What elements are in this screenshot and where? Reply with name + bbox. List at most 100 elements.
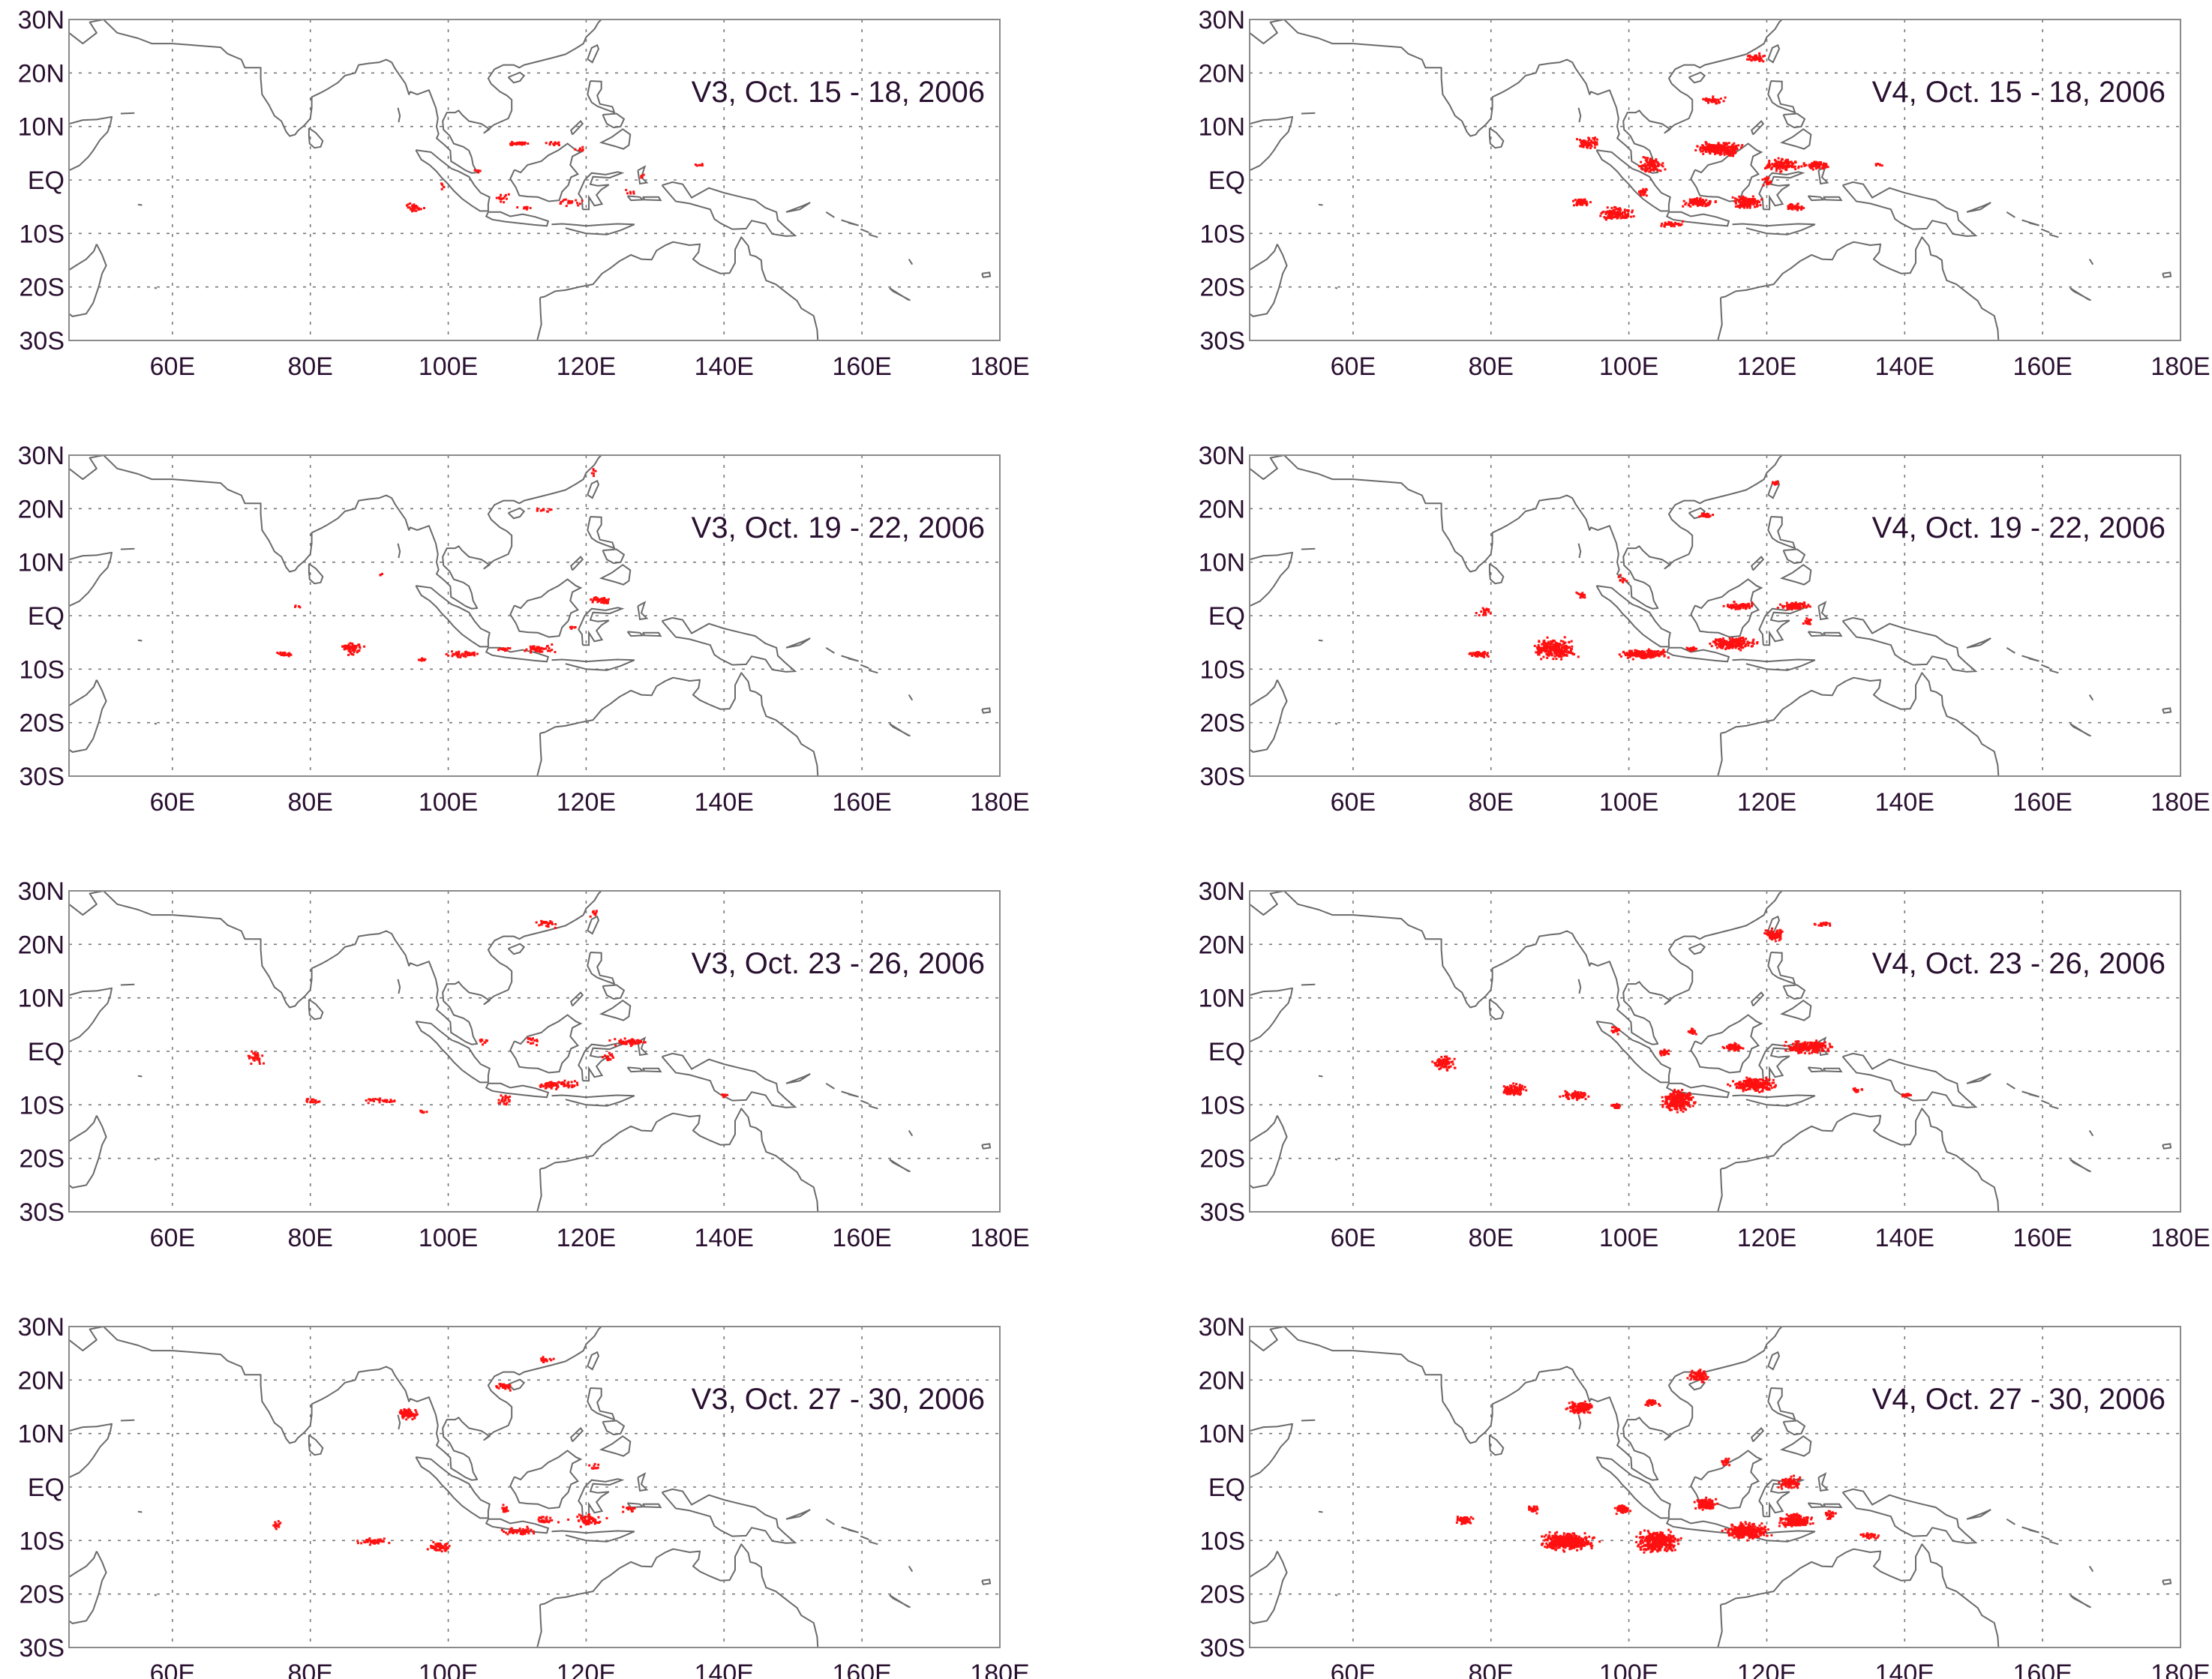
hotspot-point: [1676, 1095, 1679, 1098]
hotspot-point: [1774, 934, 1777, 937]
hotspot-point: [1799, 1043, 1802, 1046]
hotspot-point: [1738, 1081, 1741, 1084]
coastline: [587, 1387, 616, 1421]
hotspot-point: [1481, 607, 1484, 610]
lon-tick-label: 120E: [1737, 352, 1796, 381]
hotspot-point: [1653, 655, 1656, 658]
hotspot-point: [1616, 1030, 1619, 1033]
hotspot-point: [509, 647, 512, 650]
hotspot-point: [1740, 146, 1742, 149]
lat-tick-label: 20S: [20, 1145, 65, 1174]
hotspot-point: [1778, 939, 1781, 942]
hotspot-point: [1808, 605, 1811, 608]
hotspot-point: [506, 1102, 509, 1105]
hotspot-point: [479, 169, 482, 172]
hotspot-point: [1627, 209, 1630, 211]
hotspot-point: [1784, 168, 1787, 171]
hotspot-point: [1702, 202, 1705, 205]
coastline: [415, 585, 491, 648]
hotspot-point: [458, 652, 461, 655]
hotspot-point: [1723, 146, 1726, 149]
coastline: [509, 1014, 583, 1074]
hotspot-point: [1660, 163, 1663, 166]
hotspot-point: [1634, 649, 1637, 652]
hotspot-point: [1764, 1081, 1767, 1084]
hotspot-point: [441, 183, 444, 186]
coastline: [1318, 1075, 1323, 1078]
hotspot-point: [1689, 1030, 1692, 1033]
hotspot-point: [1766, 934, 1769, 937]
hotspot-point: [1555, 651, 1558, 654]
hotspot-point: [1767, 931, 1770, 934]
hotspot-point: [1712, 514, 1715, 516]
coastline: [599, 999, 632, 1021]
hotspot-point: [497, 1099, 500, 1102]
hotspot-point: [1505, 1090, 1508, 1093]
hotspot-point: [560, 1081, 563, 1084]
hotspot-point: [1676, 1101, 1679, 1104]
hotspot-point: [1797, 607, 1799, 610]
hotspot-point: [1608, 209, 1611, 212]
hotspot-point: [1609, 213, 1612, 216]
hotspot-point: [1794, 601, 1797, 604]
hotspot-point: [407, 1413, 410, 1416]
coastline: [308, 1434, 324, 1456]
hotspot-point: [1712, 147, 1715, 150]
hotspot-point: [1746, 201, 1749, 204]
hotspot-point: [1640, 160, 1643, 163]
hotspot-point: [1478, 614, 1481, 616]
hotspot-point: [601, 597, 604, 600]
hotspot-point: [1574, 199, 1577, 201]
coastline: [570, 1427, 584, 1443]
hotspot-point: [1725, 143, 1728, 146]
hotspot-point: [1821, 1048, 1824, 1051]
hotspot-point: [1802, 1045, 1805, 1047]
hotspot-point: [1762, 55, 1765, 58]
hotspot-point: [1543, 644, 1546, 647]
panel-title: V3, Oct. 15 - 18, 2006: [692, 76, 985, 109]
hotspot-point: [1763, 1087, 1766, 1089]
hotspot-point: [1750, 201, 1752, 204]
hotspot-point: [1751, 641, 1754, 644]
hotspot-point: [1756, 1078, 1759, 1081]
hotspot-point: [1614, 1107, 1616, 1109]
coastline: [1720, 672, 2000, 776]
coastline: [889, 1159, 911, 1173]
hotspot-point: [499, 196, 501, 199]
hotspot-point: [599, 598, 602, 601]
hotspot-point: [1774, 1084, 1777, 1087]
hotspot-point: [1758, 200, 1761, 203]
hotspot-point: [1685, 1102, 1688, 1105]
hotspot-point: [420, 658, 423, 661]
fire-hotspots: [1431, 921, 1912, 1114]
hotspot-point: [1772, 934, 1775, 937]
hotspot-point: [374, 1539, 377, 1542]
hotspot-point: [410, 1411, 413, 1414]
hotspot-point: [1819, 1046, 1822, 1049]
hotspot-point: [349, 650, 352, 653]
hotspot-point: [614, 1038, 617, 1041]
lat-tick-label: EQ: [1208, 1038, 1245, 1066]
coastline: [2049, 233, 2059, 238]
hotspot-point: [407, 1410, 410, 1413]
hotspot-point: [1682, 1105, 1685, 1107]
hotspot-point: [1805, 1048, 1808, 1051]
hotspot-point: [1794, 607, 1796, 610]
hotspot-point: [1676, 1108, 1679, 1111]
hotspot-point: [1616, 208, 1619, 211]
hotspot-point: [1730, 607, 1733, 610]
coastline: [642, 1067, 662, 1073]
hotspot-point: [1646, 157, 1649, 160]
hotspot-point: [409, 1409, 412, 1412]
hotspot-point: [276, 1525, 279, 1528]
hotspot-point: [413, 207, 416, 210]
hotspot-point: [1667, 1096, 1670, 1099]
hotspot-point: [1537, 653, 1540, 656]
lon-tick-label: 80E: [1468, 1224, 1514, 1252]
hotspot-point: [1644, 159, 1647, 162]
coastline: [397, 1414, 401, 1430]
hotspot-point: [1717, 142, 1720, 145]
hotspot-point: [1642, 187, 1645, 190]
hotspot-point: [628, 1040, 631, 1043]
hotspot-point: [1647, 164, 1650, 167]
